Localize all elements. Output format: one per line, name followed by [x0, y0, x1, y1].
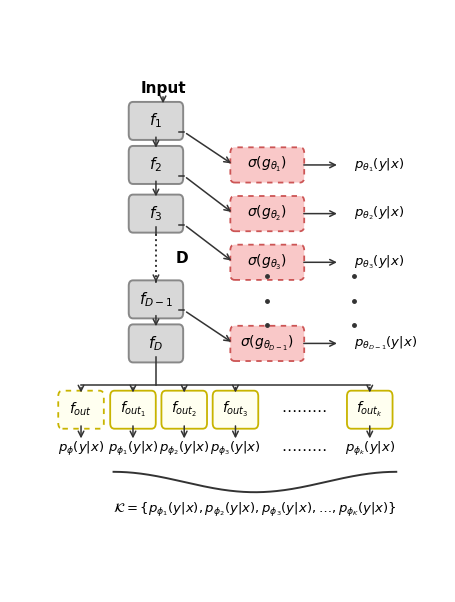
FancyBboxPatch shape — [58, 391, 104, 429]
Text: $p_{\phi_k}(y|x)$: $p_{\phi_k}(y|x)$ — [344, 439, 394, 458]
Text: $f_{out_1}$: $f_{out_1}$ — [120, 400, 146, 419]
Text: $\cdots\cdots\cdots$: $\cdots\cdots\cdots$ — [281, 402, 327, 417]
Text: $p_{\theta_1}(y|x)$: $p_{\theta_1}(y|x)$ — [353, 156, 403, 174]
Text: $f_2$: $f_2$ — [149, 155, 162, 175]
FancyBboxPatch shape — [128, 194, 183, 232]
Text: $\mathbf{D}$: $\mathbf{D}$ — [175, 250, 189, 265]
Text: $\sigma(g_{\theta_2})$: $\sigma(g_{\theta_2})$ — [247, 204, 287, 223]
Text: $\sigma(g_{\theta_{D-1}})$: $\sigma(g_{\theta_{D-1}})$ — [240, 334, 293, 353]
Text: $p_{\phi_2}(y|x)$: $p_{\phi_2}(y|x)$ — [158, 439, 209, 458]
FancyBboxPatch shape — [212, 391, 258, 429]
FancyBboxPatch shape — [128, 102, 183, 140]
Text: $f_3$: $f_3$ — [149, 204, 162, 223]
Text: $p_{\phi}(y|x)$: $p_{\phi}(y|x)$ — [58, 439, 104, 458]
Text: $\sigma(g_{\theta_3})$: $\sigma(g_{\theta_3})$ — [247, 253, 287, 272]
FancyBboxPatch shape — [128, 324, 183, 362]
Text: $p_{\phi_1}(y|x)$: $p_{\phi_1}(y|x)$ — [107, 439, 158, 458]
Text: $f_{out_k}$: $f_{out_k}$ — [355, 400, 382, 419]
FancyBboxPatch shape — [230, 196, 303, 231]
Text: $f_D$: $f_D$ — [148, 334, 163, 353]
Text: $\cdots\cdots\cdots$: $\cdots\cdots\cdots$ — [281, 441, 327, 456]
Text: $p_{\theta_{D-1}}(y|x)$: $p_{\theta_{D-1}}(y|x)$ — [353, 335, 416, 352]
Text: $f_{out}$: $f_{out}$ — [69, 401, 92, 418]
FancyBboxPatch shape — [128, 281, 183, 318]
Text: $\mathcal{K} = \{p_{\phi_1}(y|x), p_{\phi_2}(y|x), p_{\phi_3}(y|x), \ldots, p_{\: $\mathcal{K} = \{p_{\phi_1}(y|x), p_{\ph… — [113, 501, 396, 520]
FancyBboxPatch shape — [128, 146, 183, 184]
Text: $p_{\theta_3}(y|x)$: $p_{\theta_3}(y|x)$ — [353, 253, 403, 271]
Text: $p_{\theta_2}(y|x)$: $p_{\theta_2}(y|x)$ — [353, 205, 403, 222]
Text: $f_{out_2}$: $f_{out_2}$ — [171, 400, 197, 419]
FancyBboxPatch shape — [110, 391, 156, 429]
FancyBboxPatch shape — [230, 326, 303, 361]
Text: $p_{\phi_3}(y|x)$: $p_{\phi_3}(y|x)$ — [210, 439, 260, 458]
FancyBboxPatch shape — [161, 391, 207, 429]
Text: Input: Input — [140, 81, 186, 96]
Text: $f_{D-1}$: $f_{D-1}$ — [138, 290, 173, 309]
Text: $f_1$: $f_1$ — [149, 111, 162, 130]
FancyBboxPatch shape — [230, 147, 303, 182]
FancyBboxPatch shape — [230, 244, 303, 280]
FancyBboxPatch shape — [346, 391, 392, 429]
Text: $\sigma(g_{\theta_1})$: $\sigma(g_{\theta_1})$ — [247, 155, 287, 175]
Text: $f_{out_3}$: $f_{out_3}$ — [222, 400, 248, 419]
